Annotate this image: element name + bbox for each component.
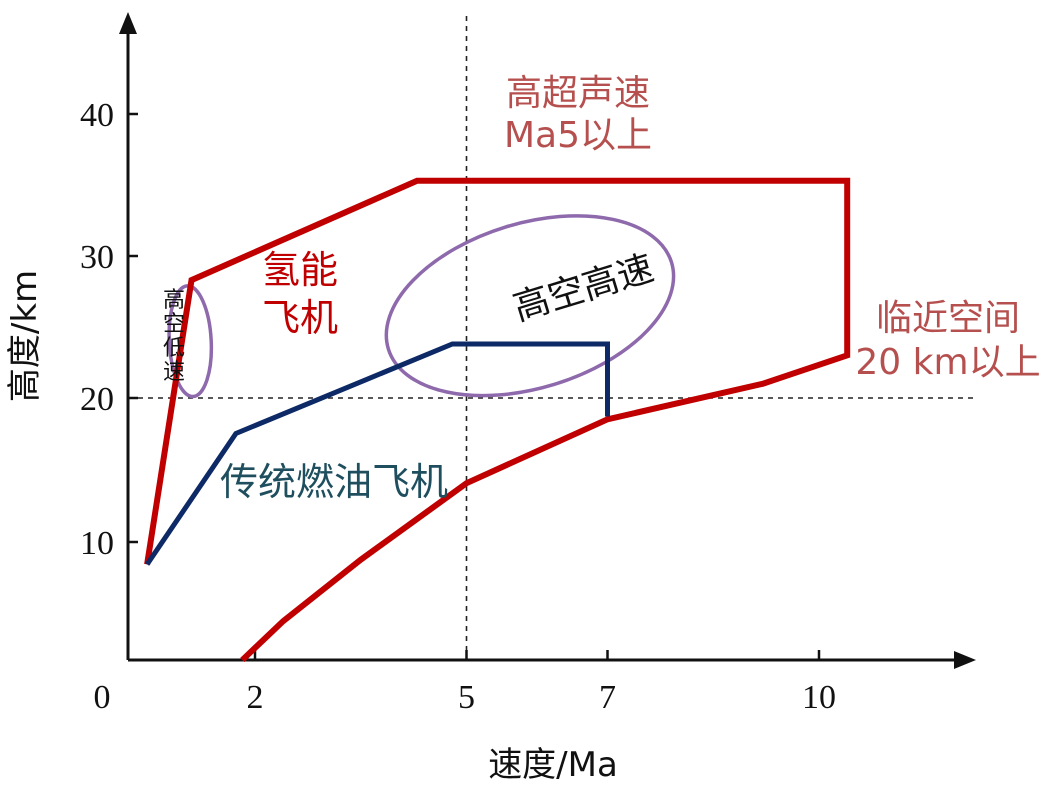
y-tick-label: 30	[80, 239, 114, 276]
region-label-low-speed-char: 速	[163, 360, 185, 385]
series	[144, 177, 851, 663]
y-tick-label: 20	[80, 381, 114, 418]
annotation-text: Ma5以上	[504, 115, 652, 156]
region-label-high-speed: 高空高速	[509, 248, 659, 329]
annotation-text: 飞机	[262, 296, 338, 340]
x-tick-label: 2	[247, 679, 264, 716]
x-axis-title: 速度/Ma	[488, 745, 618, 785]
annotation-text: 高超声速	[506, 73, 650, 114]
series-line	[144, 177, 851, 663]
y-tick-label: 40	[80, 97, 114, 134]
y-ticks: 10 20 30 40	[80, 97, 138, 562]
annotation-text: 传统燃油飞机	[220, 460, 448, 504]
x-tick-label: 0	[94, 679, 111, 716]
y-tick-label: 10	[80, 525, 114, 562]
x-tick-label: 5	[458, 679, 475, 716]
x-ticks: 0 2 5 7 10	[94, 650, 836, 716]
axes	[119, 12, 976, 669]
region-label-low-speed-char: 低	[163, 336, 185, 361]
region-ellipse	[384, 214, 676, 398]
region-ellipse	[167, 284, 214, 399]
regions	[167, 214, 676, 399]
annotation-text: 20 km以上	[855, 342, 1040, 383]
y-axis-title: 高度/km	[5, 270, 45, 402]
y-axis-arrow	[119, 12, 137, 34]
x-tick-label: 10	[802, 679, 836, 716]
x-axis-arrow	[954, 651, 976, 669]
series-line	[145, 341, 610, 566]
annotation-text: 氢能	[262, 248, 338, 292]
x-tick-label: 7	[599, 679, 616, 716]
reference-lines	[128, 16, 978, 660]
annotation-text: 临近空间	[876, 298, 1020, 339]
region-label-low-speed-char: 空	[163, 312, 185, 337]
region-label-low-speed-char: 高	[163, 288, 185, 313]
